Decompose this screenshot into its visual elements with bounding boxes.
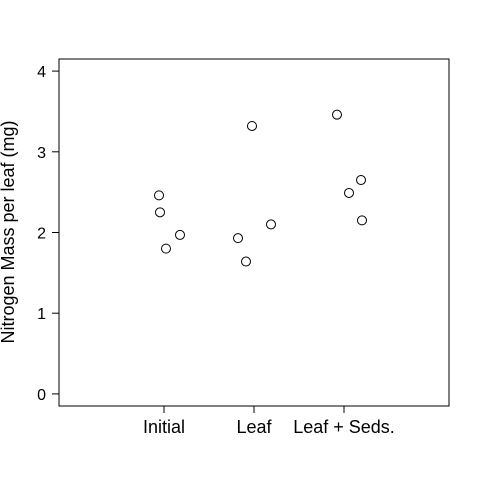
data-points bbox=[154, 109, 367, 267]
data-point bbox=[154, 190, 164, 201]
data-point bbox=[175, 229, 185, 240]
y-tick-label: 0 bbox=[37, 387, 46, 404]
data-point bbox=[356, 175, 366, 186]
y-tick-label: 2 bbox=[37, 226, 46, 243]
y-axis-label: Nitrogen Mass per leaf (mg) bbox=[0, 120, 18, 343]
x-tick-label: Leaf + Seds. bbox=[293, 417, 395, 437]
y-tick-label: 1 bbox=[37, 306, 46, 323]
x-axis: Initial Leaf Leaf + Seds. bbox=[143, 406, 395, 437]
data-point bbox=[155, 207, 165, 218]
y-axis: 0 1 2 3 4 bbox=[37, 64, 59, 404]
y-tick-label: 3 bbox=[37, 145, 46, 162]
data-point bbox=[241, 256, 251, 267]
x-tick-label: Leaf bbox=[236, 417, 272, 437]
data-point bbox=[161, 243, 171, 254]
data-point bbox=[247, 120, 257, 131]
x-tick-label: Initial bbox=[143, 417, 185, 437]
data-point bbox=[233, 233, 243, 244]
data-point bbox=[344, 187, 354, 198]
data-point bbox=[357, 215, 367, 226]
data-point bbox=[266, 219, 276, 230]
data-point bbox=[332, 109, 342, 120]
y-tick-label: 4 bbox=[37, 64, 46, 81]
plot-frame bbox=[58, 58, 450, 407]
